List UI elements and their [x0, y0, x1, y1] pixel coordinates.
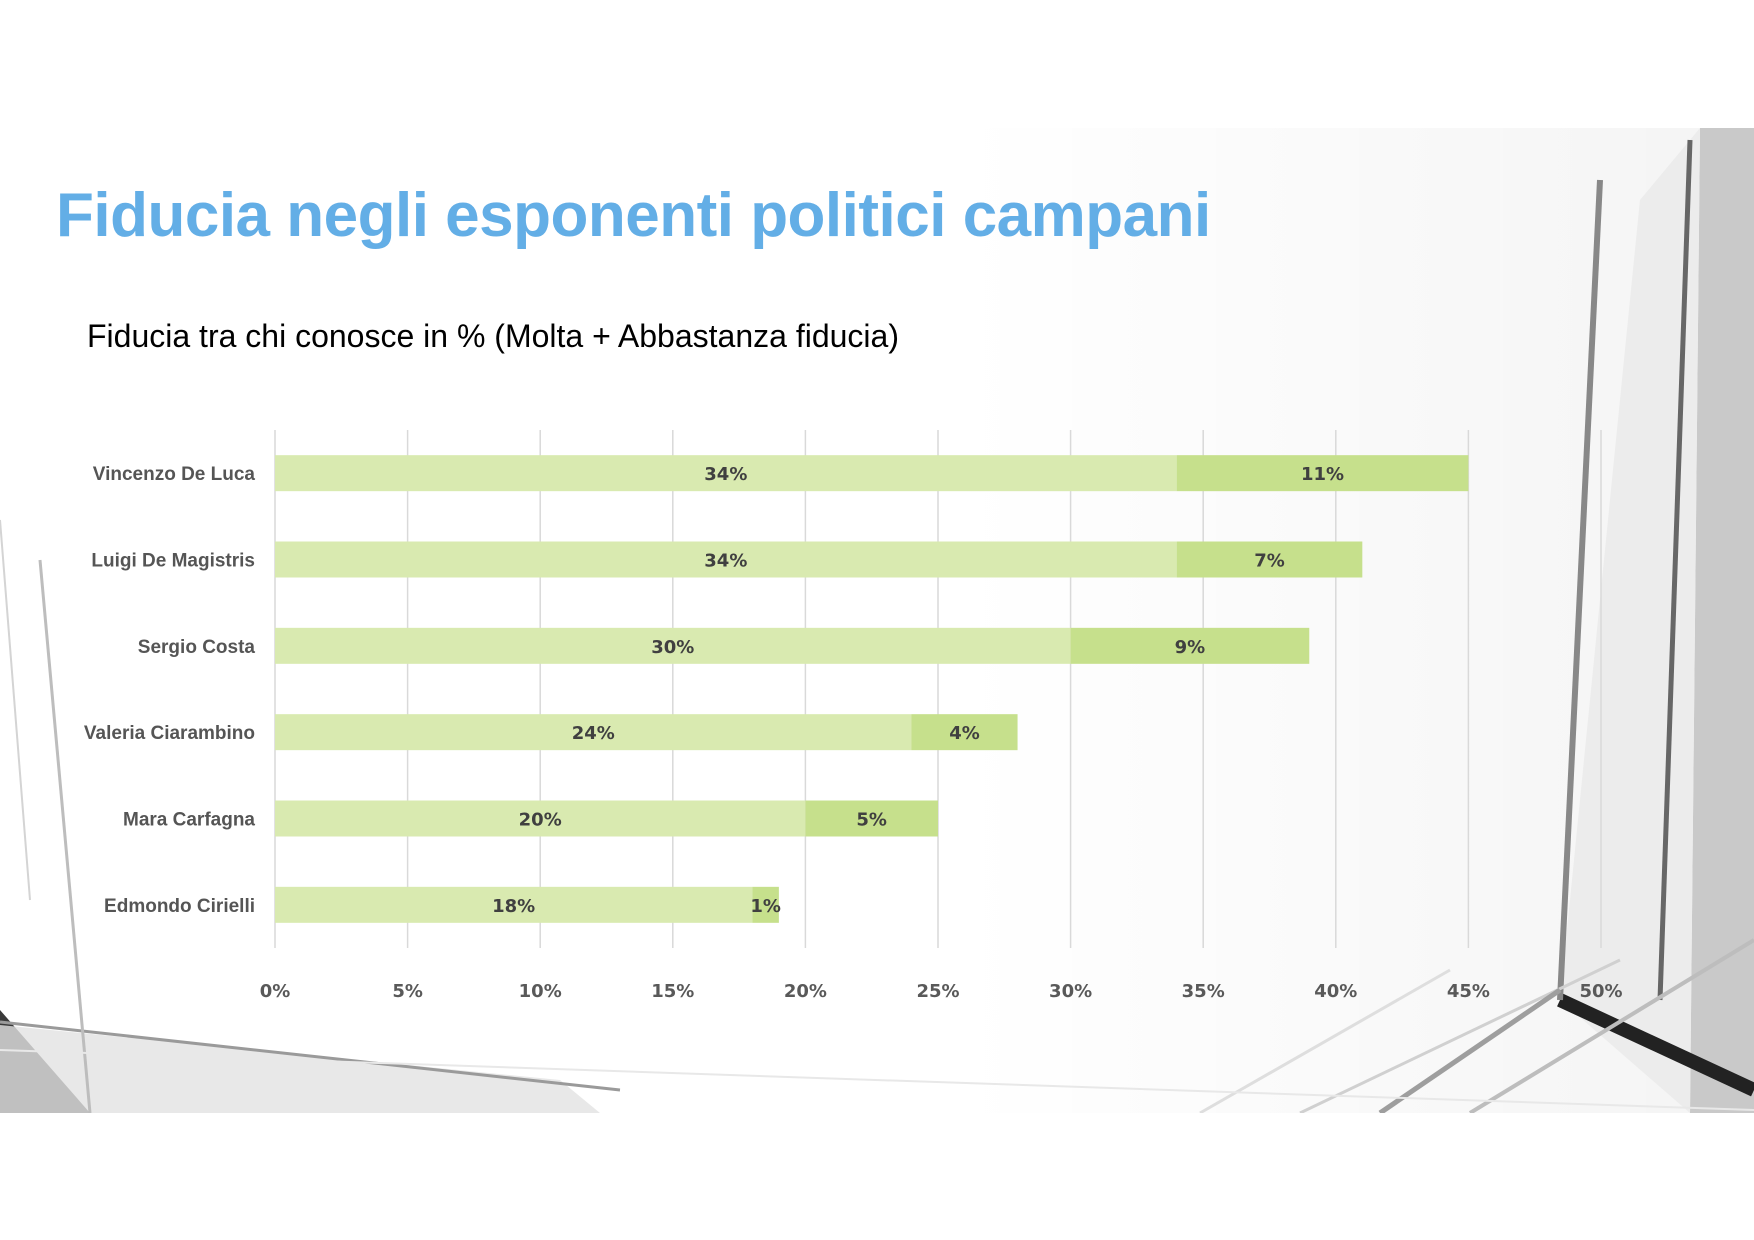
data-label: 24%	[572, 723, 615, 744]
bar-segment-series-2	[911, 714, 1018, 751]
bar-segment-series-1	[275, 714, 912, 751]
bar-segment-series-2	[1176, 455, 1469, 492]
x-tick-label: 35%	[1182, 981, 1225, 1002]
data-label: 4%	[949, 723, 980, 744]
bar-segment-series-1	[275, 886, 753, 923]
data-label: 34%	[704, 551, 747, 572]
x-tick-label: 30%	[1049, 981, 1092, 1002]
category-label: Edmondo Cirielli	[104, 896, 255, 917]
x-tick-label: 50%	[1579, 981, 1622, 1002]
x-tick-label: 15%	[651, 981, 694, 1002]
gridlines	[274, 430, 1602, 948]
data-label: 5%	[856, 810, 887, 831]
bar-segment-series-2	[1070, 627, 1310, 664]
x-tick-label: 5%	[392, 981, 423, 1002]
category-label: Vincenzo De Luca	[93, 464, 256, 485]
category-labels: Vincenzo De Luca Luigi De Magistris Sergio…	[84, 464, 256, 917]
data-label: 18%	[492, 896, 535, 917]
bar-segment-series-2	[752, 886, 779, 923]
category-label: Valeria Ciarambino	[84, 723, 255, 744]
x-tick-label: 45%	[1447, 981, 1490, 1002]
bar-segment-series-2	[805, 800, 938, 837]
bars: 34% 11% 34% 7% 30% 9% 24% 4% 20% 5% 18% 1%	[275, 455, 1469, 923]
x-tick-label: 25%	[916, 981, 959, 1002]
data-label: 11%	[1301, 464, 1344, 485]
chart-heading: Fiducia tra chi conosce in % (Molta + Ab…	[87, 318, 899, 354]
slide-title: Fiducia negli esponenti politici campani	[56, 181, 1211, 250]
bar-segment-series-1	[275, 541, 1177, 578]
x-axis-ticks: 0% 5% 10% 15% 20% 25% 30% 35% 40% 45% 50%	[260, 981, 1623, 1002]
data-label: 1%	[750, 896, 781, 917]
bar-segment-series-1	[275, 627, 1071, 664]
bar-segment-series-1	[275, 455, 1177, 492]
category-label: Mara Carfagna	[123, 810, 255, 831]
bar-segment-series-1	[275, 800, 806, 837]
category-label: Luigi De Magistris	[91, 551, 255, 572]
data-label: 9%	[1175, 637, 1206, 658]
data-label: 7%	[1254, 551, 1285, 572]
category-label: Sergio Costa	[138, 637, 256, 658]
bar-segment-series-2	[1176, 541, 1363, 578]
x-tick-label: 40%	[1314, 981, 1357, 1002]
x-tick-label: 20%	[784, 981, 827, 1002]
x-tick-label: 10%	[519, 981, 562, 1002]
data-label: 20%	[519, 810, 562, 831]
data-label: 34%	[704, 464, 747, 485]
data-label: 30%	[651, 637, 694, 658]
x-tick-label: 0%	[260, 981, 291, 1002]
